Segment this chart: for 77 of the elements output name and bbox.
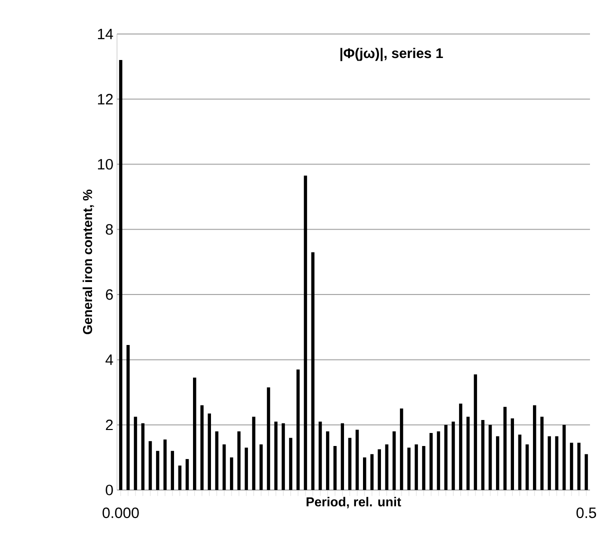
bar: [414, 444, 418, 490]
bar: [134, 416, 138, 490]
bar: [474, 374, 478, 490]
bar: [296, 369, 300, 490]
bar: [170, 450, 174, 490]
bar: [326, 431, 330, 490]
bar: [496, 436, 500, 490]
bar: [430, 432, 433, 490]
bar: [466, 416, 470, 490]
bar: [186, 459, 189, 490]
bar: [260, 444, 263, 490]
bar: [282, 423, 285, 490]
bar: [378, 449, 381, 490]
bar: [163, 440, 167, 490]
bar: [444, 424, 448, 490]
y-tick-label: 12: [98, 94, 113, 104]
y-tick-label: 10: [98, 158, 113, 170]
bar: [244, 448, 248, 490]
bar: [222, 444, 226, 490]
y-tick-label: 0: [106, 484, 113, 496]
bar: [555, 436, 558, 490]
bar: [208, 413, 211, 490]
bar: [570, 442, 574, 490]
bar: [156, 450, 160, 490]
text: |Φ(jω)|, series 1: [340, 48, 443, 62]
x-tick-label: 0.000: [102, 508, 139, 518]
bar: [584, 454, 588, 490]
y-tick-label: 8: [106, 224, 113, 235]
bar: [392, 431, 396, 490]
bar: [230, 457, 234, 490]
bar: [274, 422, 278, 490]
bar: [148, 441, 152, 490]
bar: [304, 176, 308, 490]
bar: [481, 420, 484, 490]
bar: [141, 423, 144, 490]
bar: [333, 446, 337, 490]
bar: [193, 378, 196, 490]
y-tick-label: 6: [106, 289, 113, 300]
bar: [526, 444, 529, 490]
bar: [503, 406, 507, 490]
bar: [532, 405, 536, 490]
bar: [318, 422, 322, 490]
y-tick-label: 4: [106, 354, 114, 365]
bar: [548, 436, 551, 490]
bar: [385, 444, 388, 490]
bar: [459, 404, 462, 490]
bar: [562, 424, 566, 490]
bar: [452, 422, 455, 490]
x-axis-title: Period, rel. unit: [306, 496, 402, 508]
bar: [518, 434, 522, 490]
bar: [577, 442, 581, 490]
y-tick-label: 14: [98, 28, 114, 40]
bar: [252, 416, 256, 490]
bar: [126, 345, 130, 490]
bar: [215, 431, 218, 490]
bar: [488, 424, 492, 490]
bar: [348, 438, 352, 490]
bar: [178, 466, 182, 490]
bar: [237, 431, 241, 490]
bar: [400, 408, 404, 490]
y-axis-title: General iron content, %: [82, 190, 94, 334]
bar: [266, 387, 270, 490]
bar: [119, 60, 122, 490]
bar: [510, 418, 514, 490]
x-tick-label: 0.5: [576, 508, 596, 518]
bar: [436, 431, 440, 490]
bar: [370, 454, 374, 490]
bar: [422, 446, 426, 490]
bar: [540, 416, 544, 490]
bar: [200, 405, 204, 490]
bar: [362, 457, 366, 490]
bar: [356, 430, 359, 490]
bar: [407, 448, 411, 490]
y-tick-label: 2: [106, 420, 113, 430]
bar: [340, 423, 344, 490]
bar: [289, 438, 292, 490]
bar: [311, 252, 314, 490]
